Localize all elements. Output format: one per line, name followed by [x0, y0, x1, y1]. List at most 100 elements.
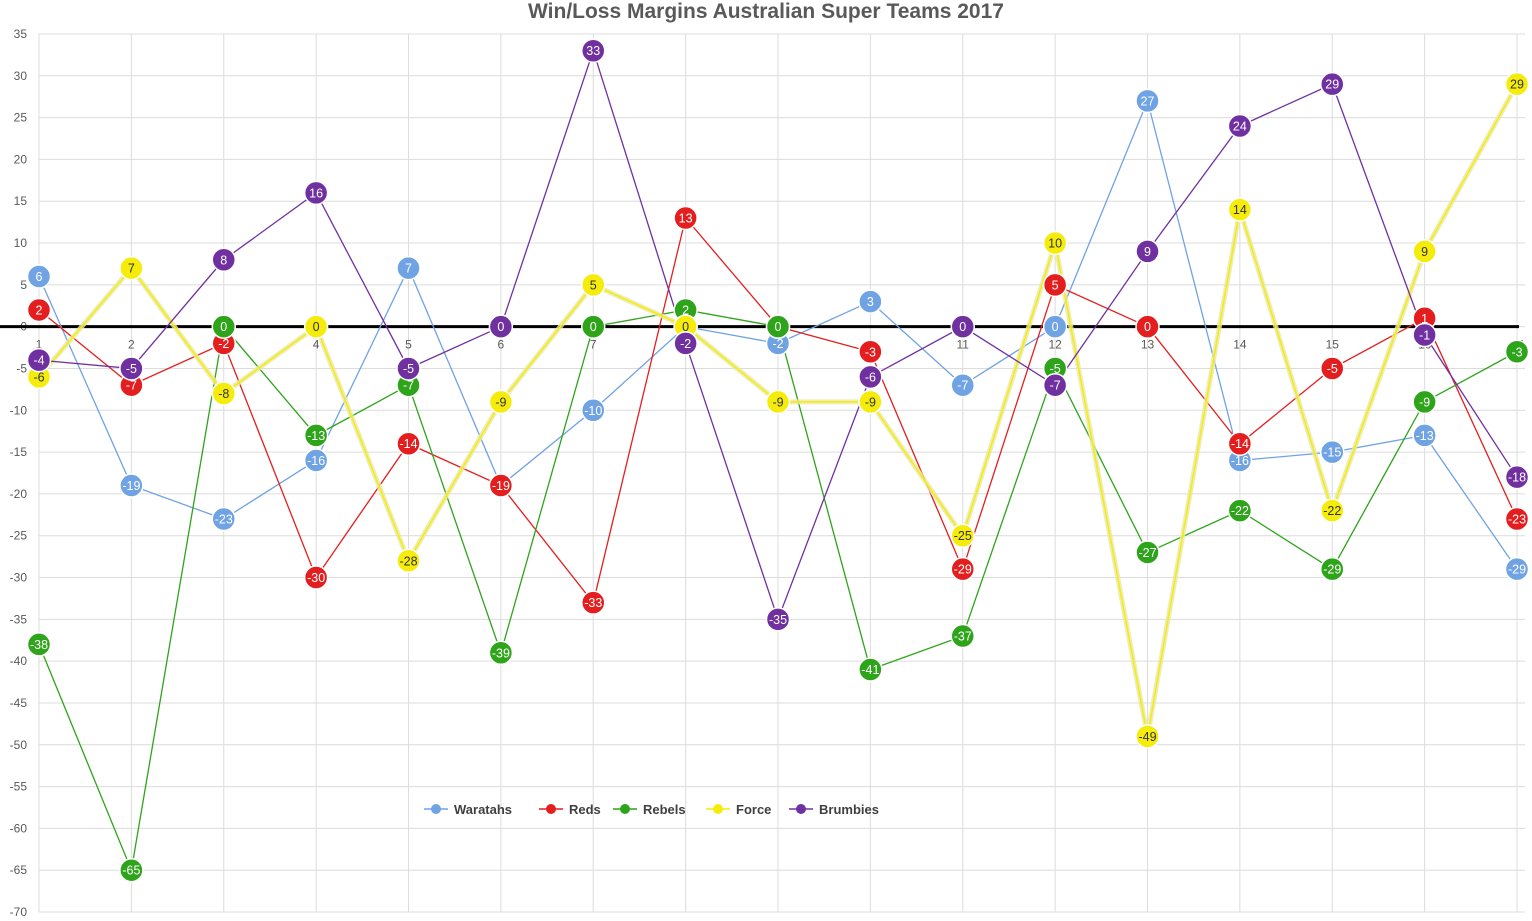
data-label: -37 — [954, 630, 972, 644]
x-tick-label: 2 — [128, 338, 135, 352]
data-point — [673, 205, 698, 231]
data-label: -49 — [1138, 730, 1156, 744]
legend-label: Brumbies — [819, 802, 879, 817]
y-tick-label: 20 — [14, 152, 28, 166]
data-label: -3 — [865, 345, 876, 359]
y-tick-label: -45 — [10, 696, 28, 710]
data-label: 7 — [405, 262, 412, 276]
y-tick-label: -25 — [10, 529, 28, 543]
data-point — [396, 431, 421, 456]
data-label: -6 — [33, 370, 44, 384]
data-point — [1412, 423, 1437, 448]
x-tick-label: 7 — [590, 338, 597, 352]
data-label: -25 — [954, 529, 972, 543]
data-point — [1320, 356, 1345, 381]
data-point — [581, 38, 606, 63]
data-point — [26, 264, 52, 289]
data-label: -9 — [865, 395, 876, 409]
data-point — [211, 314, 236, 339]
y-tick-label: 10 — [14, 236, 28, 250]
data-label: -65 — [122, 864, 140, 878]
data-label: -9 — [495, 395, 506, 409]
data-point — [488, 389, 514, 415]
data-point — [1042, 230, 1068, 256]
data-label: -9 — [772, 395, 783, 409]
data-label: -28 — [399, 554, 417, 568]
data-point — [1504, 506, 1530, 532]
y-tick-label: -70 — [10, 905, 28, 919]
data-label: -2 — [218, 337, 229, 351]
data-label: -1 — [1419, 329, 1430, 343]
data-label: -18 — [1508, 471, 1526, 485]
data-point — [303, 565, 329, 590]
data-label: 9 — [1421, 245, 1428, 259]
y-tick-label: -20 — [10, 487, 28, 501]
data-point — [1042, 314, 1068, 339]
data-label: -13 — [1416, 429, 1434, 443]
data-point — [1042, 272, 1068, 298]
data-point — [581, 590, 606, 615]
data-label: -7 — [957, 379, 968, 393]
data-label: 0 — [1052, 320, 1059, 334]
data-point — [303, 180, 329, 206]
x-tick-label: 1 — [36, 338, 43, 352]
data-point — [950, 314, 975, 339]
data-label: -39 — [492, 646, 510, 660]
data-point — [1135, 540, 1160, 565]
y-tick-label: -40 — [10, 654, 28, 668]
data-label: 0 — [775, 320, 782, 334]
data-label: -35 — [769, 613, 787, 627]
data-label: 5 — [1052, 278, 1059, 292]
data-label: 9 — [1144, 245, 1151, 259]
data-point — [950, 523, 975, 548]
data-point — [1320, 71, 1345, 97]
data-label: 27 — [1141, 94, 1155, 108]
data-label: -7 — [126, 379, 137, 393]
y-tick-label: -60 — [10, 821, 28, 835]
data-label: -5 — [403, 362, 414, 376]
data-label: -16 — [1231, 454, 1249, 468]
y-tick-label: -50 — [10, 738, 28, 752]
data-point — [581, 314, 606, 339]
data-point — [488, 473, 514, 498]
data-point — [396, 548, 421, 574]
data-label: 2 — [682, 303, 689, 317]
data-label: 33 — [586, 44, 600, 58]
data-label: -9 — [1419, 395, 1430, 409]
legend-item: Brumbies — [789, 802, 879, 817]
data-point — [1042, 372, 1068, 398]
data-point — [858, 289, 883, 314]
data-label: -4 — [33, 354, 44, 368]
y-tick-label: 15 — [14, 194, 28, 208]
data-point — [1320, 439, 1345, 465]
y-tick-label: 30 — [14, 69, 28, 83]
x-tick-label: 6 — [498, 338, 505, 352]
data-point — [1504, 556, 1530, 582]
data-point — [1135, 88, 1160, 114]
data-point — [26, 632, 52, 657]
data-label: 3 — [867, 295, 874, 309]
chart-title: Win/Loss Margins Australian Super Teams … — [528, 0, 1004, 23]
data-label: -30 — [307, 571, 325, 585]
data-label: -14 — [1231, 437, 1249, 451]
legend: Waratahs Reds Rebels Force Brumbies — [424, 802, 879, 817]
data-point — [26, 297, 52, 323]
legend-item: Reds — [539, 802, 601, 817]
y-tick-label: -55 — [10, 780, 28, 794]
legend-label: Rebels — [643, 802, 686, 817]
x-tick-label: 4 — [313, 338, 320, 352]
x-axis-ticks: 12456711121314151617 — [36, 338, 1524, 352]
data-label: -27 — [1138, 546, 1156, 560]
data-point — [858, 389, 883, 415]
legend-item: Rebels — [613, 802, 686, 817]
data-label: -23 — [1508, 512, 1526, 526]
data-point — [1135, 239, 1160, 264]
y-tick-label: 5 — [20, 278, 27, 292]
x-tick-label: 15 — [1326, 338, 1340, 352]
data-label: -41 — [861, 663, 879, 677]
data-label: 0 — [313, 320, 320, 334]
